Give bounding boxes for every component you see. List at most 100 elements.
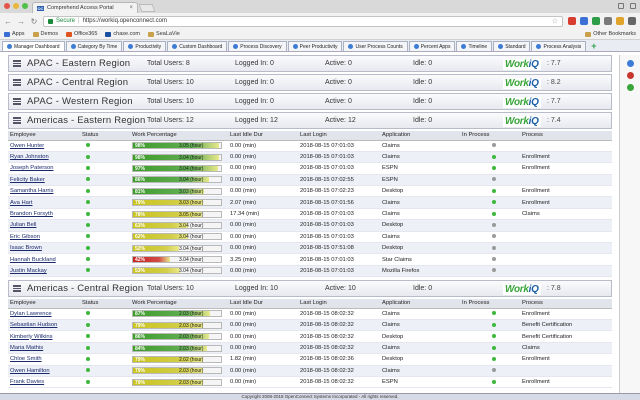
employee-name-link[interactable]: Owen Hamilton <box>10 367 50 374</box>
table-row[interactable]: Samantha Harris 81% 3.03 (hour) 0.00 (min) 2… <box>8 185 612 198</box>
close-window-icon[interactable] <box>4 3 10 9</box>
tab-manager-dashboard[interactable]: Manager Dashboard <box>2 41 65 51</box>
employee-name-link[interactable]: Ava Hart <box>10 199 33 206</box>
other-bookmarks[interactable]: Other Bookmarks <box>585 31 636 37</box>
alert-icon[interactable] <box>626 72 634 79</box>
refresh-icon[interactable] <box>626 60 634 67</box>
employee-name-link[interactable]: Sebastian Hudson <box>10 322 58 329</box>
employee-name-link[interactable]: Chloe Smith <box>10 356 42 363</box>
region-header[interactable]: Americas - Eastern Region Total Users: 12… <box>8 112 612 129</box>
employee-name-link[interactable]: Ryan Johnston <box>10 154 49 161</box>
column-header[interactable]: Process <box>520 299 612 309</box>
tab-process-discovery[interactable]: Process Discovery <box>228 41 287 51</box>
restore-icon[interactable] <box>630 3 636 9</box>
employee-name-link[interactable]: Kimberly Wilkins <box>10 333 53 340</box>
forward-icon[interactable]: → <box>17 16 25 26</box>
employee-name-link[interactable]: Hannah Buckland <box>10 256 56 263</box>
table-row[interactable]: Kimberly Wilkins 86% 2.03 (hour) 0.00 (min)… <box>8 330 612 343</box>
bookmark-star-icon[interactable]: ☆ <box>551 18 558 25</box>
employee-name-link[interactable]: Julian Bell <box>10 222 37 229</box>
tab-user-process-counts[interactable]: User Process Counts <box>343 41 408 51</box>
tab-standard[interactable]: Standard <box>493 41 531 51</box>
extension-icon[interactable] <box>568 17 576 25</box>
table-row[interactable]: Hannah Buckland 42% 3.04 (hour) 3.25 (min) 2… <box>8 253 612 266</box>
table-row[interactable]: Maria Mathis 84% 2.03 (hour) 0.00 (min) 2018… <box>8 342 612 355</box>
region-header[interactable]: APAC - Central Region Total Users: 10 Logg… <box>8 74 612 91</box>
extension-icon[interactable] <box>604 17 612 25</box>
employee-name-link[interactable]: Felicity Baker <box>10 176 45 183</box>
profile-icon[interactable] <box>618 3 624 9</box>
table-row[interactable]: Frank Davies 79% 2.03 (hour) 0.00 (min) 2018… <box>8 376 612 389</box>
employee-name-link[interactable]: Isaac Brown <box>10 245 42 252</box>
tab-process-analysis[interactable]: Process Analysis <box>531 41 587 51</box>
region-header[interactable]: APAC - Western Region Total Users: 10 Logg… <box>8 93 612 110</box>
hamburger-icon[interactable] <box>13 98 21 105</box>
table-row[interactable]: Dylan Lawrence 87% 2.03 (hour) 0.00 (min) 20… <box>8 308 612 321</box>
bookmark-demos[interactable]: Demos <box>32 31 58 37</box>
table-row[interactable]: Justin Mackay 53% 3.04 (hour) 0.00 (min) 201… <box>8 265 612 278</box>
hamburger-icon[interactable] <box>13 60 21 67</box>
bookmark-sealavie[interactable]: SeaLaVie <box>148 31 180 37</box>
hamburger-icon[interactable] <box>13 79 21 86</box>
employee-name-link[interactable]: Owen Hunter <box>10 142 45 149</box>
employee-name-link[interactable]: Dylan Lawrence <box>10 310 52 317</box>
column-header[interactable]: Application <box>380 131 460 141</box>
extension-icon[interactable] <box>616 17 624 25</box>
bookmark-chase[interactable]: chase.com <box>105 31 140 37</box>
employee-name-link[interactable]: Joseph Paterson <box>10 165 54 172</box>
tab-close-icon[interactable]: × <box>129 5 133 11</box>
maximize-window-icon[interactable] <box>22 3 28 9</box>
hamburger-icon[interactable] <box>13 285 21 292</box>
column-header[interactable]: Last Idle Dur <box>228 131 298 141</box>
employee-name-link[interactable]: Eric Gibson <box>10 233 40 240</box>
column-header[interactable]: Work Percentage <box>130 131 228 141</box>
column-header[interactable]: Status <box>80 131 130 141</box>
column-header[interactable]: Last Login <box>298 299 380 309</box>
address-bar[interactable]: Secure | https://workiq.openconnect.com … <box>43 15 563 27</box>
column-header[interactable]: Last Login <box>298 131 380 141</box>
table-row[interactable]: Eric Gibson 62% 3.04 (hour) 0.00 (min) 2018-… <box>8 231 612 244</box>
minimize-window-icon[interactable] <box>13 3 19 9</box>
employee-name-link[interactable]: Maria Mathis <box>10 345 44 352</box>
back-icon[interactable]: ← <box>4 16 12 26</box>
table-row[interactable]: Ava Hart 79% 3.03 (hour) 2.07 (min) 2018-08-… <box>8 196 612 209</box>
column-header[interactable]: Application <box>380 299 460 309</box>
tab-percent-apps[interactable]: Percent Apps <box>408 41 456 51</box>
column-header[interactable]: Last Idle Dur <box>228 299 298 309</box>
extension-icon[interactable] <box>592 17 600 25</box>
browser-tab[interactable]: OC Comprehend Access Portal × <box>32 2 138 13</box>
status-icon[interactable] <box>626 84 634 91</box>
table-row[interactable]: Owen Hamilton 79% 2.03 (hour) 0.00 (min) 201… <box>8 365 612 378</box>
tab-peer-productivity[interactable]: Peer Productivity <box>287 41 343 51</box>
table-row[interactable]: Chloe Smith 79% 2.02 (hour) 1.82 (min) 2018-… <box>8 353 612 366</box>
table-row[interactable]: Ryan Johnston 98% 3.04 (hour) 0.00 (min) 201… <box>8 151 612 164</box>
column-header[interactable]: Employee <box>8 131 80 141</box>
bookmark-office365[interactable]: Office365 <box>65 31 97 37</box>
column-header[interactable]: Process <box>520 131 612 141</box>
region-header[interactable]: Americas - Central Region Total Users: 10… <box>8 280 612 298</box>
table-row[interactable]: Brandon Forsyth 78% 3.05 (hour) 17.34 (min)… <box>8 208 612 221</box>
hamburger-icon[interactable] <box>13 117 21 124</box>
column-header[interactable]: In Process <box>460 131 520 141</box>
tab-category-by-time[interactable]: Category By Time <box>65 41 123 51</box>
employee-name-link[interactable]: Brandon Forsyth <box>10 211 53 218</box>
tab-timeline[interactable]: Timeline <box>456 41 493 51</box>
employee-name-link[interactable]: Frank Davies <box>10 379 45 386</box>
extension-icon[interactable] <box>580 17 588 25</box>
employee-name-link[interactable]: Justin Mackay <box>10 267 47 274</box>
new-tab-button[interactable] <box>138 4 156 12</box>
table-row[interactable]: Owen Hunter 98% 3.05 (hour) 0.00 (min) 2018-… <box>8 140 612 152</box>
tab-custom-dashboard[interactable]: Custom Dashboard <box>167 41 228 51</box>
column-header[interactable]: Employee <box>8 299 80 309</box>
column-header[interactable]: Status <box>80 299 130 309</box>
column-header[interactable]: In Process <box>460 299 520 309</box>
table-row[interactable]: Sebastian Hudson 79% 2.03 (hour) 0.00 (min)… <box>8 319 612 332</box>
add-tab-button[interactable]: + <box>591 41 597 51</box>
column-header[interactable]: Work Percentage <box>130 299 228 309</box>
table-row[interactable]: Joseph Paterson 97% 3.04 (hour) 0.00 (min) 2… <box>8 162 612 175</box>
reload-icon[interactable]: ↻ <box>30 16 38 26</box>
table-row[interactable]: Isaac Brown 52% 3.04 (hour) 0.00 (min) 2018-… <box>8 242 612 255</box>
employee-name-link[interactable]: Samantha Harris <box>10 188 54 195</box>
menu-icon[interactable] <box>628 17 636 25</box>
table-row[interactable]: Felicity Baker 86% 3.04 (hour) 0.00 (min) 20… <box>8 174 612 187</box>
